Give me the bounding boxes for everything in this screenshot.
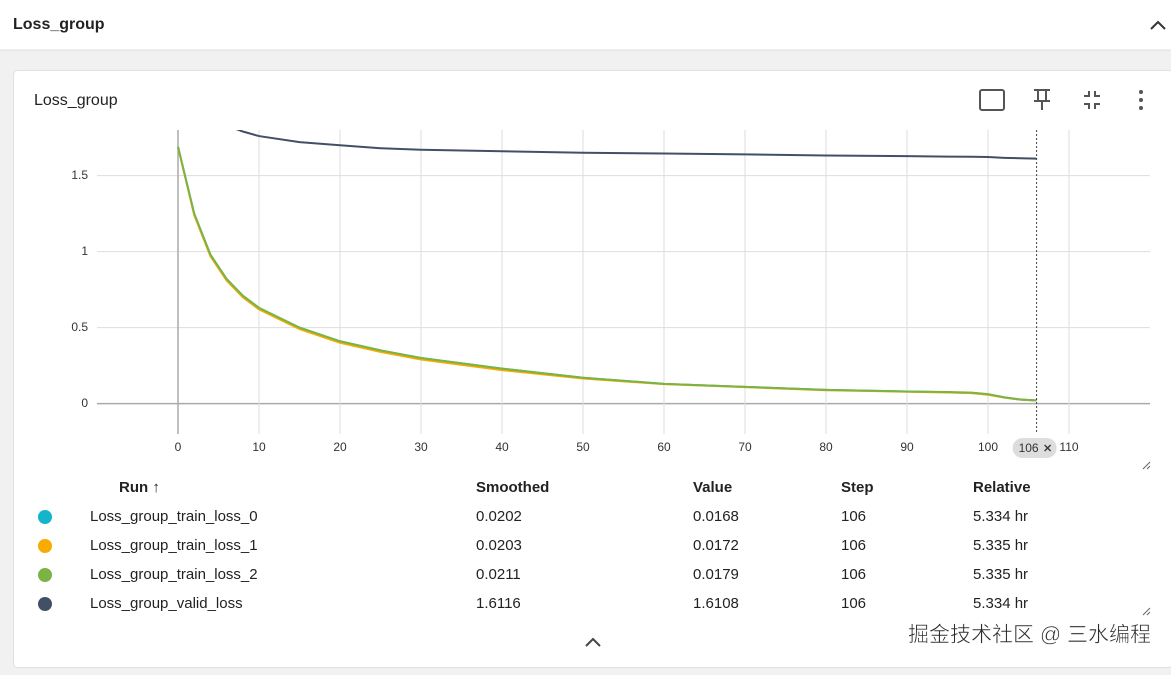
x-tick-label: 50: [576, 440, 590, 454]
x-tick-label: 110: [1059, 440, 1078, 454]
x-tick-label: 60: [657, 440, 671, 454]
run-color-dot: [38, 539, 52, 553]
table-cell: 106: [841, 566, 866, 583]
more-icon[interactable]: [1139, 90, 1143, 110]
header-title: Loss_group: [13, 16, 105, 33]
table-cell: 5.335 hr: [973, 566, 1028, 583]
table-cell: 1.6108: [693, 595, 739, 612]
x-tick-label: 20: [333, 440, 347, 454]
y-tick-label: 1: [81, 244, 88, 258]
run-name: Loss_group_valid_loss: [90, 595, 243, 612]
hover-label: 106: [1019, 441, 1039, 455]
table-cell: 5.334 hr: [973, 595, 1028, 612]
y-tick-label: 0.5: [71, 320, 88, 334]
table-cell: 0.0179: [693, 566, 739, 583]
y-tick-label: 1.5: [71, 168, 88, 182]
watermark: 掘金技术社区 @ 三水编程: [908, 624, 1151, 647]
table-header: Step: [841, 479, 874, 496]
table-header: Relative: [973, 479, 1031, 496]
x-tick-label: 90: [900, 440, 914, 454]
y-tick-label: 0: [81, 396, 88, 410]
run-color-dot: [38, 597, 52, 611]
table-cell: 5.334 hr: [973, 508, 1028, 525]
table-cell: 106: [841, 595, 866, 612]
x-tick-label: 70: [738, 440, 752, 454]
run-color-dot: [38, 568, 52, 582]
table-cell: 0.0211: [476, 566, 521, 583]
table-cell: 1.6116: [476, 595, 521, 612]
table-cell: 0.0202: [476, 508, 522, 525]
table-cell: 106: [841, 537, 866, 554]
run-name: Loss_group_train_loss_0: [90, 508, 258, 525]
x-tick-label: 40: [495, 440, 509, 454]
table-cell: 0.0172: [693, 537, 739, 554]
x-tick-label: 100: [978, 440, 998, 454]
x-tick-label: 0: [175, 440, 182, 454]
table-header: Run ↑: [119, 479, 160, 496]
run-name: Loss_group_train_loss_2: [90, 566, 258, 583]
table-cell: 106: [841, 508, 866, 525]
x-tick-label: 80: [819, 440, 833, 454]
table-header: Smoothed: [476, 479, 549, 496]
x-tick-label: 10: [252, 440, 266, 454]
run-color-dot: [38, 510, 52, 524]
header-bar: [0, 0, 1171, 50]
table-header: Value: [693, 479, 732, 496]
table-cell: 0.0168: [693, 508, 739, 525]
card-title: Loss_group: [34, 92, 118, 109]
x-tick-label: 30: [414, 440, 428, 454]
table-cell: 0.0203: [476, 537, 522, 554]
table-cell: 5.335 hr: [973, 537, 1028, 554]
run-name: Loss_group_train_loss_1: [90, 537, 258, 554]
